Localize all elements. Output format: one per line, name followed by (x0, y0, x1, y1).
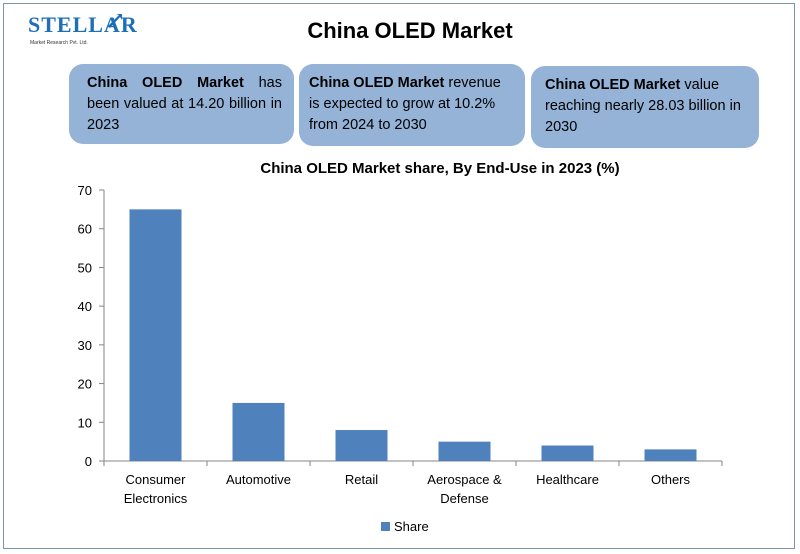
y-tick-label: 20 (78, 377, 92, 392)
chart-title: China OLED Market share, By End-Use in 2… (260, 160, 620, 177)
page-title: China OLED Market (307, 18, 513, 43)
logo-subtext: Market Research Pvt. Ltd. (30, 40, 88, 46)
info-box-forecast: China OLED Market value reaching nearly … (531, 66, 759, 148)
x-tick-label: Electronics (124, 491, 188, 506)
info-box-growth: China OLED Market revenue is expected to… (299, 64, 525, 146)
info-box-text: revenue is expected to grow at 10.2% fro… (309, 75, 501, 133)
chart-frame (3, 3, 795, 549)
y-tick-label: 0 (85, 454, 92, 469)
x-tick-label: Aerospace & (427, 472, 502, 487)
info-box-bold: China OLED Market (545, 77, 681, 93)
y-tick-label: 30 (78, 338, 92, 353)
legend: Share (381, 519, 429, 534)
x-tick-label: Consumer (126, 472, 187, 487)
y-tick-label: 70 (78, 183, 92, 198)
bar (232, 402, 285, 461)
x-tick-label: Retail (345, 472, 378, 487)
bar (541, 445, 594, 461)
info-box-bold: China OLED Market (87, 75, 244, 91)
legend-label: Share (394, 519, 429, 534)
x-tick-label: Automotive (226, 472, 291, 487)
info-box-bold: China OLED Market (309, 75, 445, 91)
bar (129, 209, 182, 461)
logo-arrow-icon (108, 14, 122, 28)
bar (438, 441, 491, 461)
legend-swatch (381, 522, 390, 531)
y-tick-label: 10 (78, 415, 92, 430)
info-box-valuation: China OLED Market has been valued at 14.… (69, 64, 294, 144)
bar (335, 430, 388, 461)
x-tick-label: Others (651, 472, 691, 487)
x-tick-label: Defense (440, 491, 488, 506)
y-tick-label: 60 (78, 222, 92, 237)
y-tick-label: 50 (78, 260, 92, 275)
info-box-text: value reaching nearly 28.03 billion in 2… (545, 77, 741, 135)
bar (644, 449, 697, 461)
info-box-text: has been valued at 14.20 billion in 2023 (87, 75, 282, 133)
stellar-logo: STELLAR Market Research Pvt. Ltd. (28, 12, 137, 52)
x-tick-label: Healthcare (536, 472, 599, 487)
y-tick-label: 40 (78, 299, 92, 314)
